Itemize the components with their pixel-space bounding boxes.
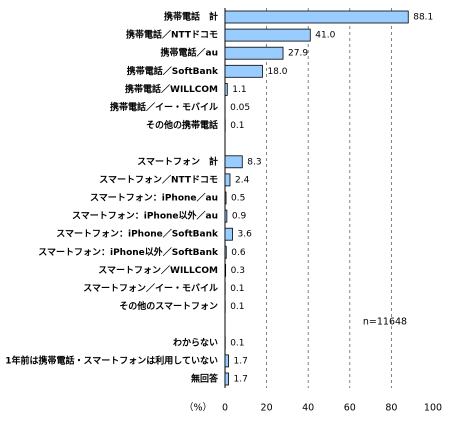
y-tick-label: スマートフォン：iPhone／au xyxy=(90,193,218,204)
value-label: 1.7 xyxy=(234,356,248,366)
y-tick-label: 携帯電話／WILLCOM xyxy=(125,83,218,95)
bar xyxy=(224,28,311,42)
value-label: 88.1 xyxy=(413,13,433,23)
value-label: 1.7 xyxy=(234,375,248,385)
y-tick-label: スマートフォン：iPhone以外／SoftBank xyxy=(38,246,219,258)
y-tick-label: 携帯電話 計 xyxy=(164,11,218,23)
bar xyxy=(224,354,229,368)
y-tick-label: スマートフォン／WILLCOM xyxy=(98,265,218,276)
y-tick-label: 携帯電話／NTTドコモ xyxy=(126,29,218,41)
bar xyxy=(224,173,231,187)
y-tick-label: スマートフォン 計 xyxy=(137,155,218,167)
x-tick-label: 60 xyxy=(344,403,356,414)
value-label: 41.0 xyxy=(315,31,335,41)
y-tick-label: その他のスマートフォン xyxy=(119,300,218,312)
y-tick-label: スマートフォン：iPhone／SoftBank xyxy=(56,229,219,240)
y-tick-label: 携帯電話／SoftBank xyxy=(127,65,219,77)
value-label: 18.0 xyxy=(267,67,287,77)
bar xyxy=(224,209,228,223)
bar xyxy=(224,263,227,277)
value-label: 0.1 xyxy=(230,121,244,131)
value-label: 27.9 xyxy=(288,49,308,59)
y-tick-label: スマートフォン／NTTドコモ xyxy=(99,174,218,185)
value-label: 3.6 xyxy=(237,230,252,240)
value-label: 0.3 xyxy=(231,266,245,276)
y-tick-label: スマートフォン／イー・モバイル xyxy=(83,283,218,294)
x-tick-label: 80 xyxy=(385,403,397,414)
bar xyxy=(224,191,227,205)
value-label: 0.1 xyxy=(230,338,244,348)
y-tick-label: スマートフォン：iPhone以外／au xyxy=(72,210,218,222)
value-label: 0.05 xyxy=(230,103,250,113)
value-label: 0.9 xyxy=(232,212,247,222)
bar xyxy=(224,10,409,24)
value-label: 8.3 xyxy=(247,157,261,167)
y-tick-label: 無回答 xyxy=(191,373,219,385)
value-label: 0.5 xyxy=(231,194,245,204)
y-tick-label: 携帯電話／au xyxy=(161,47,218,59)
x-tick-label: 0 xyxy=(222,403,228,414)
y-tick-label: 携帯電話／イー・モバイル xyxy=(110,101,218,113)
bar xyxy=(224,245,227,259)
value-label: 1.1 xyxy=(232,85,246,95)
y-tick-label: 1年前は携帯電話・スマートフォンは利用していない xyxy=(5,354,218,366)
x-tick-label: 40 xyxy=(302,403,314,414)
x-axis-label: （%） xyxy=(184,402,212,414)
bar xyxy=(224,372,229,386)
bar xyxy=(224,155,243,169)
value-label: 2.4 xyxy=(235,175,250,185)
bar xyxy=(224,46,284,60)
annotation: n=11648 xyxy=(363,317,407,328)
value-label: 0.1 xyxy=(230,284,244,294)
y-tick-label: その他の携帯電話 xyxy=(146,119,218,131)
bar xyxy=(224,83,228,96)
value-label: 0.1 xyxy=(230,302,244,312)
x-tick-label: 100 xyxy=(424,403,442,414)
y-tick-label: わからない xyxy=(173,337,218,348)
x-tick-label: 20 xyxy=(261,403,273,414)
bar xyxy=(224,64,263,78)
value-label: 0.6 xyxy=(231,248,246,258)
bar xyxy=(224,227,233,241)
